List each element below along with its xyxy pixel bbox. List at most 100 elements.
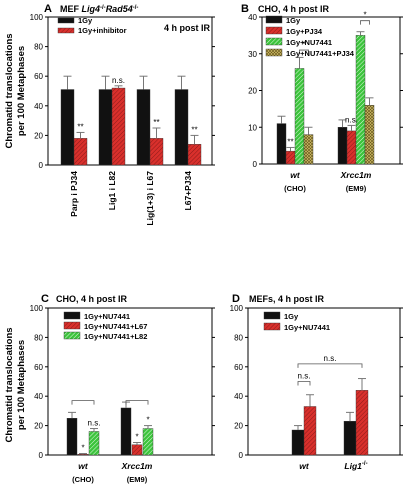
panel-b-bar: [285, 150, 296, 165]
panel-d-title: MEFs, 4 h post IR: [249, 294, 325, 304]
panel-d-category-label: Lig1-/-: [344, 461, 367, 471]
panel-d-bar: [355, 390, 369, 456]
panel-c-bar: [66, 418, 78, 456]
panel-d-bracket-label: n.s.: [324, 354, 337, 363]
panel-d-legend-swatch: [263, 322, 281, 331]
panel-b-category-label: Xrcc1m: [340, 170, 372, 180]
panel-c-bar: [88, 431, 100, 456]
panel-d-bracket-label: n.s.: [298, 372, 311, 381]
panel-c-ytick-label: 40: [34, 392, 43, 401]
panel-a-ytick-label: 20: [34, 131, 43, 140]
panel-c-bracket: [71, 400, 95, 405]
panel-a-significance-label: **: [191, 125, 197, 134]
panel-b-title: CHO, 4 h post IR: [258, 4, 330, 14]
panel-c-bracket: [125, 400, 149, 405]
panel-b-legend-label: 1Gy: [286, 16, 301, 25]
panel-d-ytick-label: 0: [239, 451, 244, 460]
panel-d-bar: [343, 420, 357, 456]
panel-a-bar: [136, 89, 151, 166]
panel-c-ytick-label: 60: [34, 363, 43, 372]
panel-a-category-label: Lig1 i L82: [107, 171, 117, 210]
panel-b: B CHO, 4 h post IR 010203040**n.s.**n.s.…: [241, 3, 403, 193]
panel-d-ytick-label: 80: [234, 333, 243, 342]
panel-a-significance-label: **: [153, 118, 159, 127]
panel-a-bar: [73, 138, 88, 166]
panel-c-ytick-label: 80: [34, 333, 43, 342]
panel-b-category-label: wt: [290, 170, 301, 180]
panel-a-ytick-label: 80: [34, 43, 43, 52]
panel-c-ylabel-line2: per 100 Metaphases: [16, 340, 27, 430]
panel-b-ytick-label: 20: [248, 87, 257, 96]
panel-c-bar: [77, 454, 89, 456]
panel-a-ylabel-line1: Chromatid translocations: [4, 33, 15, 148]
panel-b-legend-swatch: [265, 15, 283, 24]
panel-d-legend-label: 1Gy: [284, 312, 299, 321]
panel-c-legend-label: 1Gy+NU7441+L67: [84, 322, 147, 331]
panel-b-legend-swatch: [265, 37, 283, 46]
panel-a-category-label: Lig(1+3) i L67: [145, 171, 155, 226]
panel-b-significance-label: **: [287, 137, 293, 146]
panel-a-category-label: Parp i PJ34: [69, 171, 79, 217]
panel-c-bar: [131, 444, 143, 456]
panel-a-tag: 4 h post IR: [164, 23, 211, 33]
panel-c-significance-label: *: [146, 416, 149, 425]
panel-a-ytick-label: 40: [34, 102, 43, 111]
panel-c-plot: 020406080100*n.s.**1Gy+NU74411Gy+NU7441+…: [30, 304, 215, 484]
panel-b-bar: [276, 123, 287, 165]
panel-b-bar: [303, 134, 314, 165]
panel-b-significance-label: n.s.: [345, 115, 358, 124]
panel-b-bracket-label: *: [302, 40, 305, 49]
panel-d-ytick-label: 20: [234, 422, 243, 431]
panel-b-bar: [346, 130, 357, 165]
panel-d: D MEFs, 4 h post IR 0 20 40 60 80 100 n.s. n.s.…: [230, 293, 403, 471]
panel-b-bracket: [360, 20, 370, 25]
panel-a-category-label: L67+PJ34: [183, 171, 193, 211]
panel-b-bracket-label: *: [363, 11, 366, 20]
panel-c-ytick-label: 100: [30, 304, 44, 313]
panel-d-category-label: wt: [299, 461, 310, 471]
panel-a-legend-swatch: [57, 17, 75, 24]
panel-b-legend-label: 1Gy+PJ34: [286, 27, 323, 36]
panel-a-legend-swatch: [57, 27, 75, 34]
panel-c-legend-swatch: [63, 321, 81, 330]
panel-a-bar: [174, 89, 189, 166]
panel-b-legend-swatch: [265, 48, 283, 57]
panel-b-bar: [337, 127, 348, 165]
panel-d-ytick-label: 100: [230, 304, 244, 313]
panel-d-ytick-label: 60: [234, 363, 243, 372]
panel-a-bar: [149, 138, 164, 166]
panel-a-letter: A: [44, 3, 52, 15]
panel-a-bar: [187, 144, 202, 166]
panel-d-ytick-label: 40: [234, 392, 243, 401]
panel-b-ytick-label: 30: [248, 50, 257, 59]
panel-b-ytick-label: 40: [248, 13, 257, 22]
panel-c-category-sublabel: (EM9): [127, 475, 148, 484]
panel-b-legend-label: 1Gy+NU7441+PJ34: [286, 49, 355, 58]
panel-b-plot: 010203040**n.s.**n.s.1Gy1Gy+PJ341Gy+NU74…: [248, 11, 403, 193]
panel-d-letter: D: [232, 293, 240, 305]
panel-a-bar: [111, 87, 126, 166]
panel-a-bar: [98, 89, 113, 166]
panel-b-category-sublabel: (EM9): [346, 184, 367, 193]
panel-a-significance-label: **: [77, 122, 83, 131]
panel-a-legend-label: 1Gy: [78, 16, 93, 25]
panel-c-legend-label: 1Gy+NU7441+L82: [84, 332, 147, 341]
panel-b-bar: [364, 104, 375, 165]
panel-c-ylabel-line1: Chromatid translocations: [4, 327, 15, 442]
panel-a-ytick-label: 60: [34, 72, 43, 81]
panel-c-significance-label: *: [135, 433, 138, 442]
panel-d-bar: [291, 429, 305, 456]
panel-b-bracket: [299, 49, 309, 55]
panel-c-category-label: wt: [78, 461, 89, 471]
panel-b-bar: [294, 68, 305, 165]
panel-b-ytick-label: 10: [248, 123, 257, 132]
panel-d-bracket: [297, 381, 311, 386]
panel-a-significance-label: n.s.: [112, 76, 125, 85]
panel-c-legend-label: 1Gy+NU7441: [84, 312, 130, 321]
panel-b-category-sublabel: (CHO): [284, 184, 306, 193]
panel-c-ytick-label: 20: [34, 422, 43, 431]
panel-c-significance-label: *: [81, 444, 84, 453]
panel-a-ytick-label: 100: [30, 13, 44, 22]
